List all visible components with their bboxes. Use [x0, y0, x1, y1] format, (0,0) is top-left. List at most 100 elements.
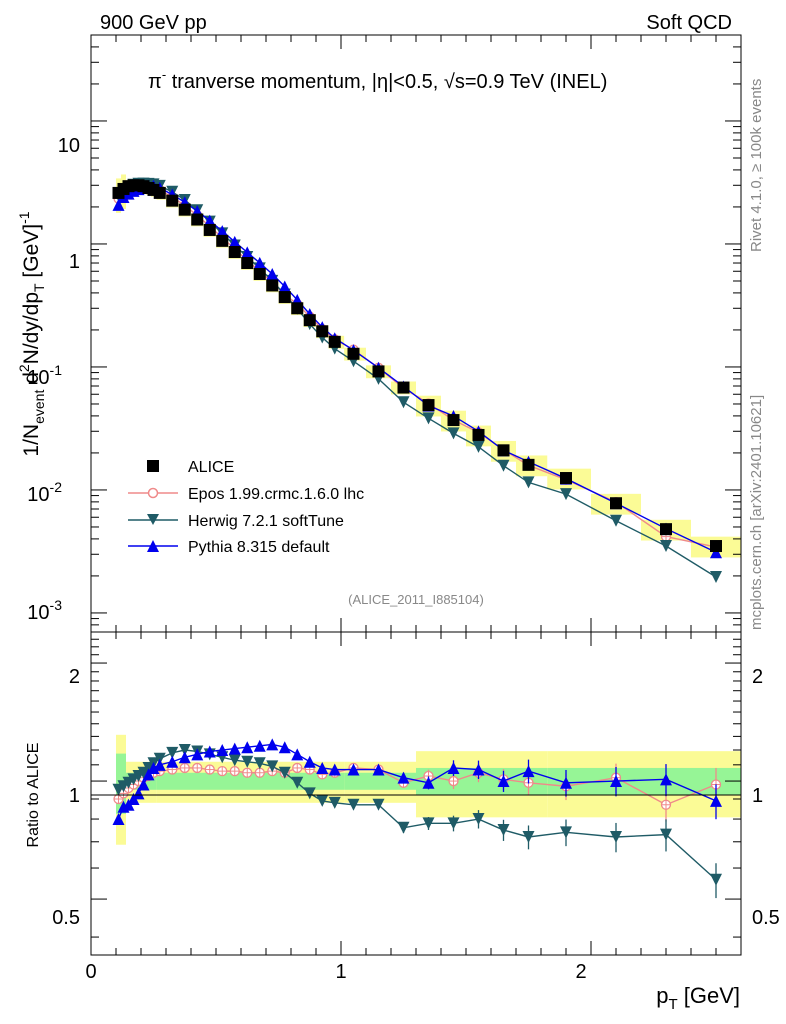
- pythia-main-point: [228, 235, 241, 248]
- alice-main-point: [347, 347, 360, 360]
- herwig-main-point: [560, 488, 572, 501]
- alice-main-point: [472, 428, 485, 441]
- plot-title: π- tranverse momentum, |η|<0.5, √s=0.9 T…: [148, 67, 607, 93]
- ratio-ytick-label-2: 2: [69, 666, 80, 688]
- herwig-ratio-point: [291, 776, 304, 789]
- alice-main-point: [710, 540, 722, 553]
- ratio-band-inner: [266, 772, 279, 790]
- ratio-band-inner: [366, 772, 391, 790]
- epos-ratio-point: [204, 764, 215, 775]
- pythia-main-point: [710, 546, 722, 559]
- herwig-ratio-point: [316, 794, 329, 807]
- legend-marker-herwig: [147, 514, 159, 525]
- herwig-main-point: [660, 539, 672, 552]
- pythia-ratio-point: [191, 748, 204, 761]
- alice-main-point: [266, 279, 279, 292]
- alice-main-point: [660, 523, 672, 536]
- alice-main-point: [191, 213, 204, 226]
- legend-entry-pythia: Pythia 8.315 default: [128, 539, 330, 556]
- legend-marker-alice: [147, 460, 159, 472]
- herwig-ratio-point: [347, 798, 360, 811]
- herwig-ratio-point: [710, 873, 722, 886]
- ratio-band-inner: [241, 772, 254, 790]
- herwig-main-point: [447, 427, 460, 440]
- legend: ALICE Epos 1.99.crmc.1.6.0 lhc Herwig 7.…: [128, 459, 364, 556]
- pythia-ratio-point: [497, 775, 510, 788]
- ratio-band-inner: [278, 772, 291, 790]
- herwig-ratio-point: [278, 766, 291, 779]
- ratio-ytick-label-right-2: 2: [752, 666, 763, 688]
- herwig-ratio-point: [397, 821, 410, 834]
- alice-main-point: [241, 257, 254, 270]
- pythia-ratio-point: [610, 775, 622, 788]
- alice-main-point: [372, 365, 385, 378]
- pythia-ratio-point: [422, 776, 435, 789]
- alice-main-point: [166, 194, 179, 207]
- ratio-band-inner: [156, 772, 166, 790]
- herwig-main-point: [397, 396, 410, 409]
- pythia-ratio-point: [328, 763, 341, 776]
- ytick-label-10: 10: [58, 135, 80, 157]
- herwig-ratio-point: [372, 798, 385, 811]
- alice-main-point: [153, 186, 166, 199]
- pythia-ratio-point: [216, 744, 229, 757]
- x-tick-labels: 0 1 2: [85, 961, 586, 983]
- rivet-version-label: Rivet 4.1.0, ≥ 100k events: [748, 79, 765, 252]
- herwig-ratio-point: [153, 752, 166, 765]
- header-left-label: 900 GeV pp: [100, 12, 207, 34]
- ytick-label-1e-3: 10-3: [27, 597, 62, 624]
- herwig-ratio-point: [660, 828, 672, 841]
- ratio-band-inner: [344, 772, 366, 790]
- xtick-label-1: 1: [335, 961, 346, 983]
- pythia-ratio-point: [253, 739, 266, 752]
- ratio-band-inner: [228, 772, 241, 790]
- epos-ratio-point: [229, 765, 240, 777]
- ratio-series-layer: [112, 738, 722, 899]
- epos-ratio-point: [448, 775, 459, 787]
- herwig-ratio-point: [328, 796, 341, 809]
- herwig-ratio-point: [253, 757, 266, 770]
- herwig-ratio-point: [472, 813, 485, 826]
- herwig-ratio-point: [166, 746, 179, 759]
- pythia-ratio-point: [278, 741, 291, 754]
- legend-entry-alice: ALICE: [147, 459, 234, 476]
- legend-label-alice: ALICE: [188, 459, 234, 476]
- pythia-ratio-point: [316, 761, 329, 774]
- herwig-ratio-point: [303, 787, 316, 800]
- alice-main-point: [178, 203, 191, 216]
- pythia-ratio-point: [472, 763, 485, 776]
- alice-main-point: [291, 302, 304, 315]
- pythia-ratio-point: [178, 751, 191, 764]
- herwig-ratio-point: [266, 760, 279, 773]
- main-y-tick-labels: 10-3 10-2 10-1 1 10: [27, 135, 80, 624]
- legend-marker-epos: [147, 487, 159, 499]
- pythia-main-point: [278, 280, 291, 293]
- ratio-band-inner: [216, 772, 229, 790]
- herwig-ratio-point: [610, 830, 622, 843]
- pythia-ratio-point: [447, 761, 460, 774]
- epos-ratio-point: [254, 767, 265, 778]
- axis-ticks: [90, 34, 742, 955]
- alice-main-point: [253, 267, 266, 280]
- ytick-label-1e-2: 10-2: [27, 479, 62, 506]
- ratio-y-tick-labels: 2 1 0.5 2 1 0.5: [52, 666, 780, 929]
- herwig-ratio-point: [497, 824, 510, 837]
- mcplots-label: mcplots.cern.ch [arXiv:2401.10621]: [748, 395, 765, 630]
- herwig-main-point: [710, 571, 722, 584]
- legend-marker-pythia: [147, 540, 159, 552]
- pythia-ratio-point: [303, 755, 316, 768]
- header-right-label: Soft QCD: [646, 12, 732, 34]
- pythia-ratio-point: [710, 794, 722, 807]
- legend-entry-epos: Epos 1.99.crmc.1.6.0 lhc: [128, 486, 364, 503]
- epos-ratio-point: [179, 762, 190, 774]
- pythia-ratio-point: [560, 776, 572, 789]
- alice-main-point: [228, 246, 241, 259]
- alice-main-point: [610, 497, 622, 510]
- ratio-ytick-label-0p5: 0.5: [52, 907, 80, 929]
- ratio-band-inner: [253, 772, 266, 790]
- alice-main-point: [497, 444, 510, 457]
- pythia-ratio-point: [372, 763, 385, 776]
- pythia-ratio-point: [660, 773, 672, 786]
- pythia-main-point: [241, 246, 254, 259]
